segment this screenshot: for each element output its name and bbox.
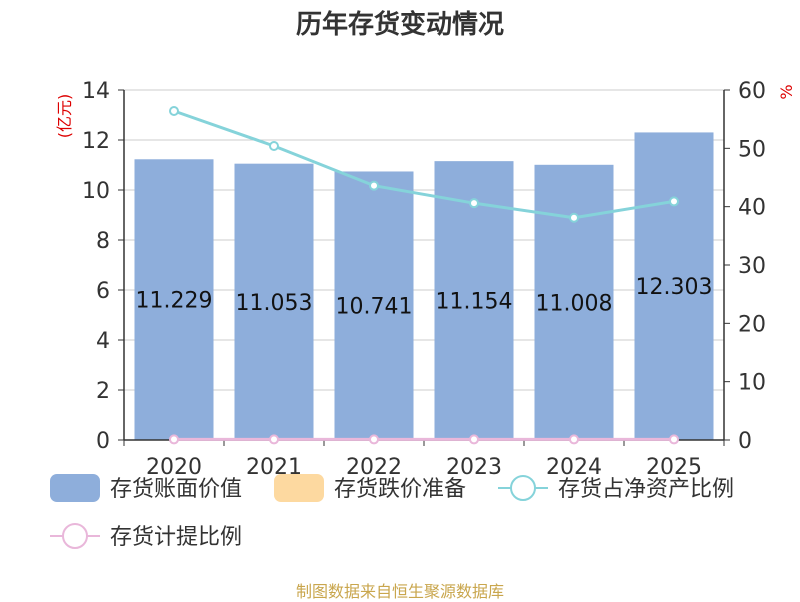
line-point bbox=[469, 434, 479, 445]
line-point bbox=[269, 141, 279, 151]
y-right-tick-label: 40 bbox=[738, 196, 766, 221]
y-right-tick-label: 50 bbox=[738, 137, 766, 162]
y-left-tick-label: 2 bbox=[96, 379, 110, 404]
y-left-axis-title: (亿元) bbox=[55, 94, 74, 139]
y-left-tick-label: 0 bbox=[96, 429, 110, 454]
legend-swatch bbox=[50, 474, 100, 502]
line-point bbox=[469, 198, 479, 209]
bar bbox=[634, 132, 714, 441]
y-left-tick-label: 8 bbox=[96, 229, 110, 254]
line-point bbox=[369, 180, 379, 191]
bar bbox=[534, 164, 614, 441]
x-tick-label: 2025 bbox=[646, 455, 702, 480]
legend-label: 存货跌价准备 bbox=[334, 477, 466, 502]
line-point bbox=[669, 196, 679, 207]
y-left-tick-label: 12 bbox=[82, 129, 110, 154]
y-left-tick-label: 10 bbox=[82, 179, 110, 204]
bar-data-label: 10.741 bbox=[336, 295, 413, 320]
bar-data-label: 12.303 bbox=[636, 275, 713, 300]
y-right-tick-label: 10 bbox=[738, 371, 766, 396]
y-right-axis-title: % bbox=[777, 84, 796, 99]
legend-label: 存货占净资产比例 bbox=[558, 477, 734, 502]
x-tick-label: 2023 bbox=[446, 455, 502, 480]
line-point bbox=[169, 106, 179, 116]
y-right-tick-label: 20 bbox=[738, 312, 766, 337]
chart-title: 历年存货变动情况 bbox=[295, 10, 504, 40]
line-point bbox=[569, 212, 579, 223]
bar-data-label: 11.154 bbox=[436, 290, 513, 315]
x-tick-label: 2024 bbox=[546, 455, 602, 480]
bar-data-label: 11.053 bbox=[236, 291, 313, 316]
y-right-tick-label: 30 bbox=[738, 254, 766, 279]
line-point bbox=[169, 434, 179, 445]
series-line bbox=[173, 109, 675, 220]
legend-marker bbox=[510, 475, 536, 501]
bar-data-label: 11.229 bbox=[136, 289, 213, 314]
source-note: 制图数据来自恒生聚源数据库 bbox=[295, 582, 504, 601]
y-left-tick-label: 6 bbox=[96, 279, 110, 304]
y-right-tick-label: 60 bbox=[738, 79, 766, 104]
y-right-tick-label: 0 bbox=[738, 429, 752, 454]
line-point bbox=[669, 434, 679, 445]
bar bbox=[334, 171, 414, 440]
line-point bbox=[269, 434, 279, 445]
y-left-tick-label: 14 bbox=[82, 79, 110, 104]
line-point bbox=[569, 434, 579, 445]
legend-marker bbox=[62, 523, 88, 549]
legend-label: 存货计提比例 bbox=[110, 525, 242, 550]
line-point bbox=[369, 434, 379, 445]
bar bbox=[234, 163, 314, 441]
bar-data-label: 11.008 bbox=[536, 291, 613, 316]
legend-label: 存货账面价值 bbox=[110, 477, 242, 502]
x-tick-label: 2022 bbox=[346, 455, 402, 480]
bar bbox=[134, 159, 214, 440]
legend-swatch bbox=[274, 474, 324, 502]
y-left-tick-label: 4 bbox=[96, 329, 110, 354]
x-tick-label: 2020 bbox=[146, 455, 202, 480]
